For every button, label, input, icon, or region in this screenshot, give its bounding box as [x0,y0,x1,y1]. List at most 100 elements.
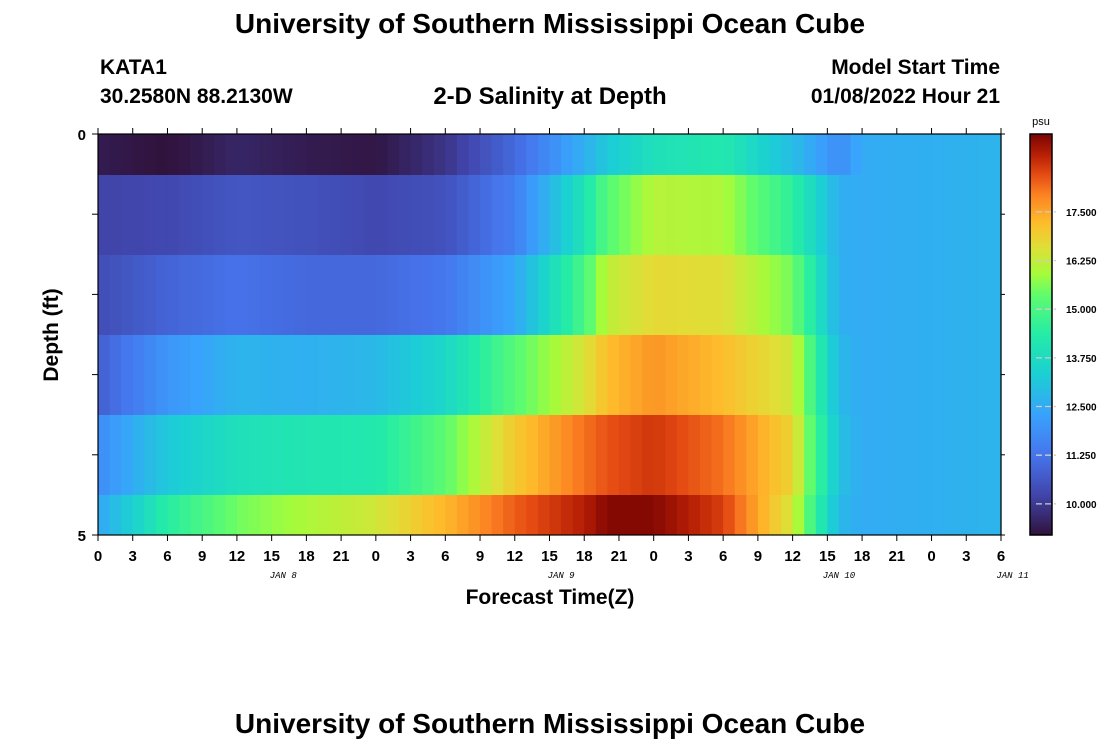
heatmap-cell [711,495,724,535]
x-tick-label: 6 [997,548,1005,565]
heatmap-cell [607,134,620,175]
heatmap-cell [109,175,122,255]
heatmap-cell [387,335,400,415]
heatmap-cell [213,335,226,415]
heatmap-cell [341,175,354,255]
heatmap-cell [387,255,400,335]
heatmap-cell [989,255,1002,335]
heatmap-cell [225,495,238,535]
heatmap-cell [561,335,574,415]
heatmap-cell [167,415,180,495]
heatmap-cell [491,335,504,415]
heatmap-cell [595,335,608,415]
heatmap-cell [98,255,111,335]
heatmap-cell [317,134,331,175]
heatmap-cell [618,175,632,255]
heatmap-cell [155,175,169,255]
heatmap-cell [526,495,539,535]
heatmap-cell [283,134,296,175]
heatmap-cell [306,415,319,495]
x-tick-label: 12 [229,548,246,565]
heatmap-cell [549,415,562,495]
heatmap-cell [642,175,655,255]
heatmap-cell [445,255,458,335]
x-tick-label: 15 [541,548,558,565]
heatmap-cell [422,495,435,535]
colorbar-tick-label: 17.500 [1066,208,1097,219]
heatmap-cell [711,175,724,255]
heatmap-cell [109,134,122,175]
heatmap-cell [804,134,817,175]
heatmap-cell [236,335,250,415]
heatmap-cell [514,495,527,535]
heatmap-cell [653,495,666,535]
heatmap-cell [711,335,724,415]
heatmap-cell [919,335,933,415]
x-tick-label: 12 [506,548,523,565]
heatmap-cell [815,175,828,255]
heatmap-cell [723,175,736,255]
heatmap-cell [734,134,747,175]
heatmap-cell [630,255,643,335]
heatmap-cell [526,134,539,175]
heatmap-cell [595,175,608,255]
heatmap-cell [931,255,944,335]
heatmap-cell [607,175,620,255]
heatmap-cell [862,335,875,415]
heatmap-cell [248,134,261,175]
heatmap-cell [167,134,180,175]
heatmap-cell [468,495,481,535]
heatmap-cell [109,415,122,495]
x-tick-label: 15 [263,548,280,565]
heatmap-cell [827,415,840,495]
heatmap-cell [653,335,666,415]
heatmap-cell [202,175,215,255]
heatmap-cell [630,415,643,495]
heatmap-cell [399,134,412,175]
heatmap-cell [202,415,215,495]
heatmap-cell [271,134,284,175]
heatmap-cell [537,495,551,535]
heatmap-cell [179,255,192,335]
x-tick-label: 21 [611,548,628,565]
heatmap-cell [653,175,666,255]
heatmap-cell [98,335,111,415]
x-tick-label: 21 [888,548,905,565]
heatmap-cell [294,175,307,255]
x-axis: 0 3 6 9 12 15 18 21 0 3 6 9 12 15 18 21 0 3 6 9 12 15 18 21 0 3 6 J… [94,128,1029,581]
heatmap-cell [977,335,991,415]
heatmap-cell [537,175,551,255]
heatmap-cell [827,495,840,535]
heatmap-cell [225,134,238,175]
heatmap-cell [653,415,666,495]
heatmap-cell [850,255,863,335]
heatmap-cell [132,134,145,175]
heatmap-cell [607,335,620,415]
heatmap-cell [977,134,991,175]
heatmap-cell [387,134,400,175]
heatmap-cell [630,175,643,255]
heatmap-cell [387,175,400,255]
colorbar-tick-label: 15.000 [1066,305,1097,316]
heatmap-cell [584,415,597,495]
heatmap-cell [294,415,307,495]
heatmap-cell [757,255,771,335]
heatmap-cell [364,175,377,255]
heatmap-cell [387,495,400,535]
heatmap-cell [850,175,863,255]
heatmap-cell [422,335,435,415]
station-id: KATA1 [100,56,167,79]
heatmap-cell [931,495,944,535]
heatmap-cell [155,134,169,175]
heatmap-cell [121,255,134,335]
heatmap-cell [896,175,909,255]
heatmap-cell [676,255,690,335]
heatmap-cell [781,415,794,495]
heatmap-cell [561,134,574,175]
heatmap-cell [885,175,898,255]
heatmap-cell [618,415,632,495]
heatmap-cell [410,335,423,415]
heatmap-cell [109,335,122,415]
heatmap-cell [433,415,446,495]
heatmap-cell [572,134,585,175]
